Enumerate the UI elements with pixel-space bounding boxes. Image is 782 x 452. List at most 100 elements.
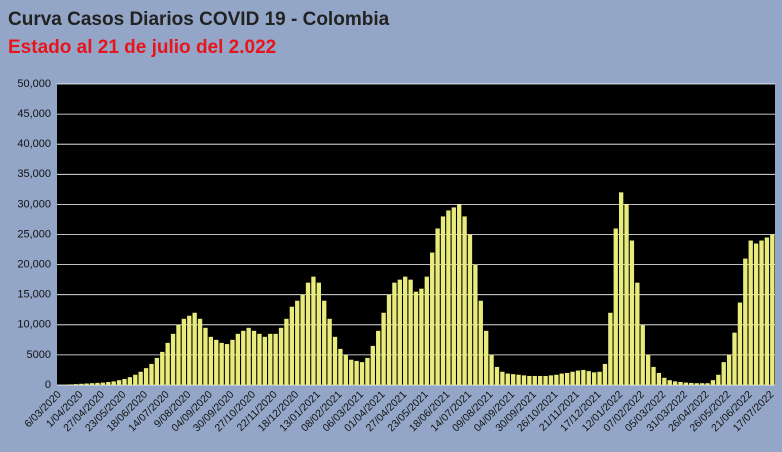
bar [770,234,775,385]
bar [241,330,246,385]
bar [538,375,543,385]
bar [354,360,359,385]
bar [710,380,716,385]
bar [678,381,683,385]
bar [489,354,494,385]
bar [759,240,764,385]
bar [95,382,100,385]
bar [208,336,214,385]
bar [278,327,284,385]
bar [397,279,402,385]
bar [478,300,483,385]
bar [548,375,554,385]
y-tick-label: 20,000 [17,259,51,271]
bar [586,371,591,385]
bar [424,276,429,385]
bar [268,333,273,385]
bar [289,306,294,385]
bar [116,380,122,385]
bar [187,315,192,385]
bar [224,344,230,385]
bar [327,318,332,385]
y-tick-label: 35,000 [17,168,51,180]
bar [662,377,667,385]
bar [181,318,187,385]
y-tick-label: 15,000 [17,289,51,301]
bar [235,333,241,385]
bar [564,372,570,385]
bar [370,345,375,385]
bar [764,237,770,385]
bar [683,382,689,385]
bar [521,375,527,385]
bar [219,342,224,385]
bar [73,384,79,385]
bar [737,302,743,385]
bar [656,372,662,385]
bar [408,279,413,385]
bar [699,383,705,385]
bar [748,240,753,385]
bar [349,359,354,385]
bar [597,371,602,385]
bar [581,369,586,385]
chart-title: Curva Casos Diarios COVID 19 - Colombia [8,9,390,30]
bar [575,370,581,385]
bar [689,382,694,385]
bar [111,381,116,385]
bar [532,375,537,385]
bar [122,378,127,385]
bar [721,362,726,385]
bar [629,240,635,385]
y-tick-label: 40,000 [17,138,51,150]
bar [559,373,564,385]
bar [716,374,721,385]
bar [203,327,208,385]
bar [214,339,219,385]
bar [359,362,365,385]
bar [446,210,451,385]
bar [527,375,532,385]
bar [570,371,575,385]
y-tick-label: 0 [45,379,51,391]
bar [451,207,456,385]
bar [160,351,165,385]
bar [170,333,176,385]
bar [413,291,419,385]
bar [732,332,737,385]
bar [284,318,289,385]
bar [100,382,106,385]
bar [457,204,462,385]
bar [591,372,597,385]
bar [430,252,435,385]
bar [386,294,392,385]
bar [149,363,154,385]
bar [197,318,203,385]
bar [154,357,160,385]
bar [143,368,149,385]
bar [365,357,370,385]
bar [138,371,143,385]
bar [672,381,678,385]
chart-subtitle: Estado al 21 de julio del 2.022 [8,37,276,58]
bar [192,312,197,385]
bar [516,374,521,385]
bar [322,300,327,385]
bar [381,312,386,385]
bar [753,243,759,385]
bar [332,336,338,385]
bar [89,383,95,385]
bar [305,282,311,385]
bar [640,324,645,385]
bar [273,333,278,385]
bar [435,228,440,385]
bar [79,383,84,385]
bar [554,374,559,385]
bar [376,330,381,385]
y-tick-label: 10,000 [17,319,51,331]
bar [624,204,629,385]
bar [176,324,181,385]
bar [165,342,170,385]
bar [494,366,500,385]
